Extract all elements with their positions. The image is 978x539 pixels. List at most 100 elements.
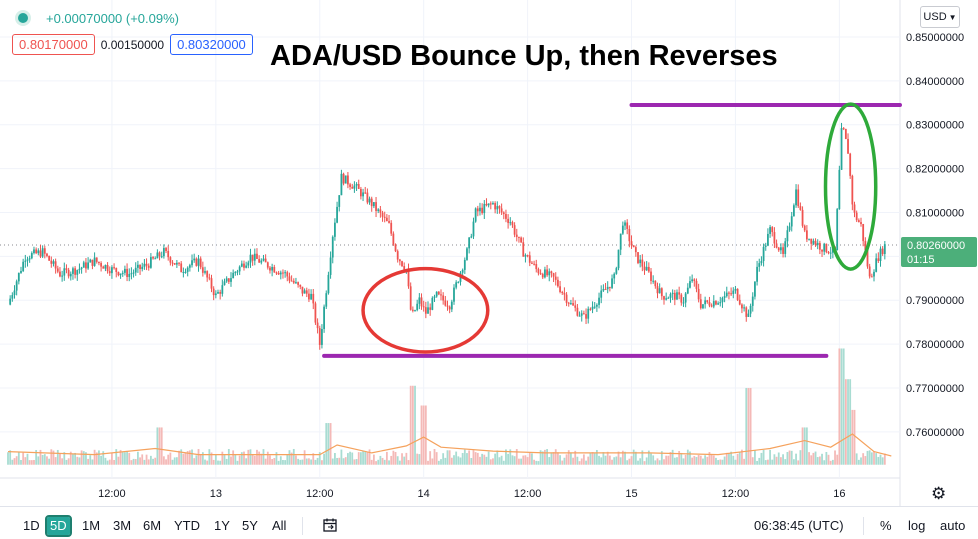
candle-body (30, 253, 33, 259)
candle-body (838, 169, 841, 210)
volume-bar (20, 459, 22, 465)
range-button-3m[interactable]: 3M (113, 518, 132, 533)
volume-bar (312, 453, 315, 465)
volume-bar (476, 452, 479, 465)
candle-body (453, 287, 455, 302)
candle-body (188, 265, 191, 268)
volume-bar (570, 452, 572, 465)
range-button-5d[interactable]: 5D (45, 515, 72, 537)
volume-bar (435, 452, 438, 465)
volume-bar (292, 448, 295, 465)
candle-body (544, 269, 546, 278)
volume-bar (440, 459, 442, 465)
range-button-1m[interactable]: 1M (82, 518, 101, 533)
clock-time[interactable]: 06:38:45 (UTC) (754, 518, 844, 533)
candle-body (312, 293, 315, 304)
y-tick-label: 0.85000000 (906, 32, 964, 44)
volume-bar (9, 450, 12, 465)
volume-bar (857, 459, 860, 465)
volume-bar (243, 451, 245, 465)
volume-bar (132, 458, 135, 465)
candle-body (463, 259, 466, 270)
candle-body (775, 243, 778, 248)
candle-body (249, 254, 252, 263)
candle-body (652, 280, 655, 282)
candle-body (336, 206, 338, 223)
candle-body (91, 259, 94, 266)
volume-bar (860, 457, 862, 465)
volume-bar (35, 449, 38, 465)
candle-body (334, 222, 336, 237)
volume-bar (121, 452, 124, 465)
volume-bar (604, 455, 607, 465)
candle-body (78, 268, 81, 271)
volume-bar (812, 452, 815, 465)
range-button-1y[interactable]: 1Y (214, 518, 230, 533)
candle-body (147, 265, 150, 268)
candle-body (82, 262, 85, 268)
volume-bar (323, 453, 325, 465)
candle-body (160, 256, 163, 258)
candle-body (262, 258, 265, 261)
candle-body (204, 271, 206, 273)
volume-bar (799, 450, 802, 465)
candle-body (676, 292, 678, 300)
red-circle-annotation (361, 266, 490, 354)
candle-body (269, 267, 271, 271)
currency-select[interactable]: USD ▼ (920, 6, 960, 28)
candle-body (483, 203, 486, 214)
candle-body (827, 252, 830, 254)
percent-toggle[interactable]: % (880, 518, 892, 533)
y-tick-label: 0.82000000 (906, 164, 964, 176)
candle-body (61, 275, 64, 277)
candle-body (498, 206, 501, 209)
volume-bar (56, 449, 59, 465)
volume-bar (331, 458, 334, 465)
candle-body (574, 305, 577, 308)
volume-bar (63, 452, 66, 465)
volume-bar (93, 449, 96, 465)
gear-icon[interactable]: ⚙ (931, 484, 947, 503)
candle-body (385, 217, 388, 222)
range-button-6m[interactable]: 6M (143, 518, 162, 533)
candle-body (650, 271, 652, 281)
candle-body (48, 255, 51, 261)
volume-bar (427, 460, 429, 465)
volume-bar (810, 455, 813, 465)
candle-body (201, 267, 204, 273)
candle-body (182, 272, 185, 274)
auto-toggle[interactable]: auto (940, 518, 966, 533)
volume-bar (522, 455, 525, 465)
candle-body (492, 203, 494, 205)
buy-price-button[interactable]: 0.80320000 (170, 34, 253, 55)
volume-bar (182, 453, 185, 465)
candle-body (15, 281, 18, 291)
volume-bar (411, 385, 414, 465)
price-chart[interactable]: 0.85000000 0.84000000 0.83000000 0.82000000… (0, 0, 978, 506)
range-button-all[interactable]: All (272, 518, 287, 533)
sell-price-button[interactable]: 0.80170000 (12, 34, 95, 55)
range-button-5y[interactable]: 5Y (242, 518, 258, 533)
volume-bar (225, 458, 228, 465)
candle-body (678, 292, 681, 295)
candle-body (236, 271, 239, 273)
candle-body (286, 272, 289, 277)
candle-body (102, 266, 105, 269)
volume-bar (450, 457, 453, 465)
candle-body (409, 286, 412, 310)
calendar-range-icon[interactable] (322, 517, 338, 535)
range-button-1d[interactable]: 1D (23, 518, 40, 533)
volume-bar (864, 456, 867, 465)
candle-body (234, 272, 237, 274)
candle-body (654, 280, 657, 287)
candle-body (108, 271, 111, 274)
volume-bar (658, 460, 661, 465)
range-button-ytd[interactable]: YTD (174, 518, 200, 533)
candle-body (600, 290, 603, 298)
candle-body (606, 286, 609, 290)
log-toggle[interactable]: log (908, 518, 926, 533)
volume-bar (104, 457, 107, 465)
volume-bar (180, 449, 183, 465)
candle-body (526, 255, 529, 257)
volume-bar (80, 450, 83, 465)
